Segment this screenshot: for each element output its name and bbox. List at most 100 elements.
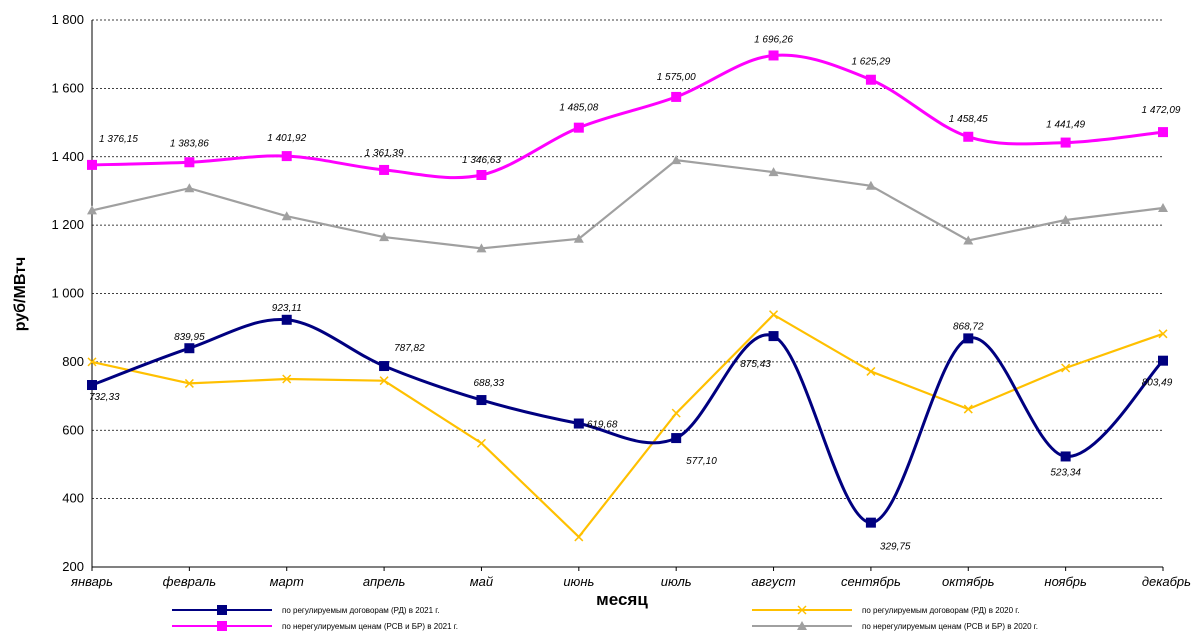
x-tick-label: март <box>270 574 304 589</box>
y-tick-labels: 200 400 600 800 1 000 1 200 1 400 1 600 1 800 <box>51 12 84 574</box>
point-rd-2020 <box>866 366 876 376</box>
data-label-rsv-2021: 1 485,08 <box>559 103 598 114</box>
data-label-rd-2021: 329,75 <box>880 542 911 553</box>
point-rd-2020 <box>1158 329 1168 339</box>
point-rsv-2021 <box>379 164 390 175</box>
data-label-rd-2021: 577,10 <box>686 456 717 467</box>
point-rd-2020 <box>379 376 389 386</box>
point-rsv-2021 <box>963 131 974 142</box>
point-rd-2021 <box>865 517 876 528</box>
data-label-rsv-2021: 1 472,09 <box>1142 105 1181 116</box>
y-tick-label: 800 <box>62 354 84 369</box>
point-rd-2021 <box>573 418 584 429</box>
x-tick-label: октябрь <box>942 574 995 589</box>
point-rsv-2020 <box>865 180 876 190</box>
x-tick-labels: январь февраль март апрель май июнь июль август… <box>70 567 1191 589</box>
x-tick-label: июнь <box>563 574 594 589</box>
point-rsv-2020 <box>671 155 682 165</box>
series-rsv-2021 <box>87 50 1168 180</box>
data-label-rsv-2021: 1 696,26 <box>754 34 793 45</box>
y-axis-title: руб/МВтч <box>12 257 29 332</box>
x-axis-title: месяц <box>596 590 648 609</box>
legend-item-rd-2020: по регулируемым договорам (РД) в 2020 г. <box>752 605 1019 615</box>
y-tick-label: 1 400 <box>51 149 84 164</box>
point-rsv-2020 <box>379 232 390 242</box>
data-label-rd-2021: 875,43 <box>740 359 771 370</box>
series-rsv-2020 <box>87 155 1168 253</box>
point-rd-2020 <box>963 404 973 414</box>
series-line-rsv-2021 <box>91 53 1164 180</box>
point-rd-2021 <box>963 333 974 344</box>
point-rd-2020 <box>476 438 486 448</box>
data-label-rd-2021: 619,68 <box>587 420 618 431</box>
legend-label: по регулируемым договорам (РД) в 2021 г. <box>282 606 439 615</box>
point-rd-2021 <box>476 395 487 406</box>
legend-label: по регулируемым договорам (РД) в 2020 г. <box>862 606 1019 615</box>
x-tick-label: февраль <box>163 574 217 589</box>
x-tick-label: май <box>470 574 493 589</box>
y-tick-label: 1 600 <box>51 80 84 95</box>
point-rsv-2020 <box>476 243 487 253</box>
series <box>87 50 1168 542</box>
point-rsv-2020 <box>184 183 195 193</box>
y-tick-label: 200 <box>62 559 84 574</box>
legend-item-rsv-2021: по нерегулируемым ценам (РСВ и БР) в 202… <box>172 621 458 631</box>
legend-marker <box>797 605 807 615</box>
data-label-rd-2021: 688,33 <box>473 378 504 389</box>
legend: по регулируемым договорам (РД) в 2021 г.… <box>172 605 1038 631</box>
point-rsv-2021 <box>476 169 487 180</box>
point-rd-2020 <box>769 310 779 320</box>
point-rsv-2021 <box>1158 127 1168 138</box>
point-rsv-2021 <box>768 50 779 61</box>
point-rd-2020 <box>282 374 292 384</box>
x-tick-label: апрель <box>363 574 406 589</box>
point-rsv-2020 <box>1060 214 1071 224</box>
legend-label: по нерегулируемым ценам (РСВ и БР) в 202… <box>282 622 458 631</box>
y-tick-label: 1 000 <box>51 286 84 301</box>
point-rsv-2020 <box>1158 203 1168 213</box>
data-label-rd-2021: 523,34 <box>1050 467 1081 478</box>
data-label-rsv-2021: 1 376,15 <box>99 134 138 145</box>
point-rsv-2021 <box>184 157 195 168</box>
gridlines <box>92 19 1163 500</box>
point-rsv-2021 <box>671 91 682 102</box>
legend-item-rd-2021: по регулируемым договорам (РД) в 2021 г. <box>172 605 439 615</box>
axes <box>91 20 1163 568</box>
data-label-rd-2021: 732,33 <box>89 392 120 403</box>
legend-marker <box>217 621 227 631</box>
point-rsv-2021 <box>87 159 97 170</box>
point-rsv-2020 <box>281 211 292 221</box>
point-rsv-2021 <box>1060 137 1071 148</box>
point-rd-2021 <box>768 331 779 342</box>
data-label-rsv-2021: 1 361,39 <box>365 148 404 159</box>
x-tick-label: январь <box>70 574 113 589</box>
data-label-rd-2021: 787,82 <box>394 343 425 354</box>
y-tick-label: 1 200 <box>51 217 84 232</box>
point-rd-2021 <box>184 343 195 354</box>
point-rsv-2020 <box>87 205 97 215</box>
series-line-rd-2020 <box>91 313 1164 539</box>
data-label-rsv-2021: 1 625,29 <box>851 57 890 68</box>
point-rd-2021 <box>671 433 682 444</box>
x-tick-label: июль <box>661 574 692 589</box>
point-rd-2021 <box>87 380 97 391</box>
series-rd-2021 <box>87 314 1168 528</box>
series-rd-2020 <box>87 310 1168 542</box>
x-tick-label: декабрь <box>1142 574 1191 589</box>
point-rsv-2020 <box>573 233 584 243</box>
legend-marker <box>797 621 807 630</box>
legend-label: по нерегулируемым ценам (РСВ и БР) в 202… <box>862 622 1038 631</box>
data-labels: 732,33 839,95 923,11 787,82 688,33 619,68 577,… <box>89 34 1181 552</box>
data-label-rsv-2021: 1 575,00 <box>657 72 696 83</box>
point-rsv-2021 <box>281 151 292 162</box>
point-rsv-2021 <box>865 74 876 85</box>
point-rd-2020 <box>87 357 97 367</box>
data-label-rd-2021: 923,11 <box>272 303 302 314</box>
point-rsv-2020 <box>768 167 779 177</box>
point-rd-2020 <box>1061 363 1071 373</box>
y-tick-label: 400 <box>62 491 84 506</box>
point-rd-2020 <box>574 532 584 542</box>
point-rd-2021 <box>1060 451 1071 462</box>
